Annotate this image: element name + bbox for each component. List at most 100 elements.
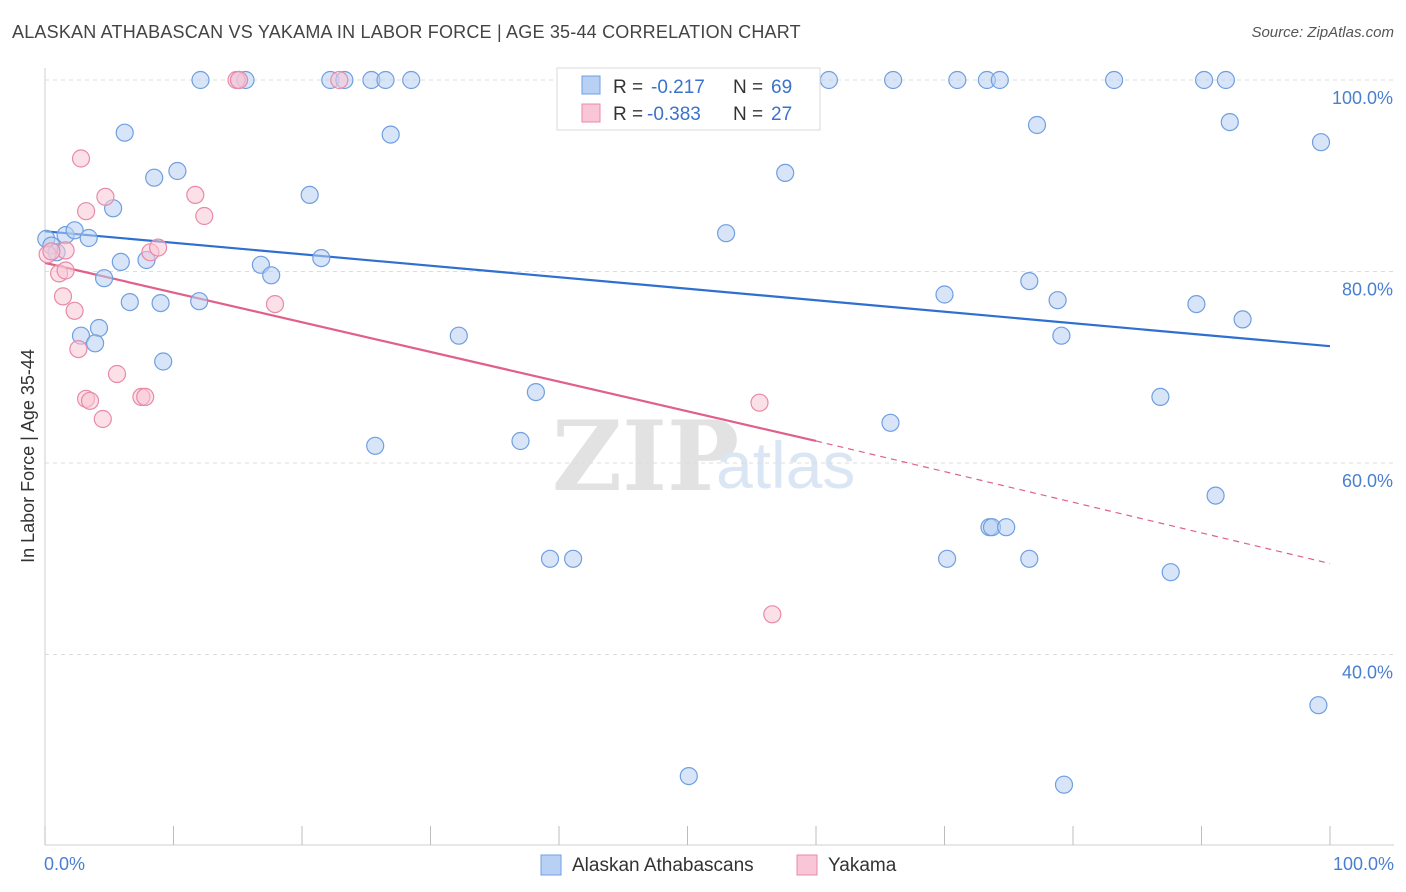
point-athabascan-55 bbox=[1052, 326, 1071, 345]
point-yakama-14 bbox=[53, 287, 73, 306]
point-athabascan-5 bbox=[79, 228, 98, 248]
point-athabascan-40 bbox=[776, 163, 795, 182]
data-points bbox=[37, 70, 1331, 794]
watermark-zip: ZIP bbox=[552, 400, 739, 513]
point-athabascan-31 bbox=[85, 334, 105, 353]
point-athabascan-7 bbox=[115, 123, 134, 142]
point-yakama-25 bbox=[763, 605, 782, 624]
point-athabascan-52 bbox=[935, 285, 954, 304]
point-athabascan-58 bbox=[1151, 387, 1170, 406]
point-athabascan-67 bbox=[1309, 696, 1328, 715]
point-athabascan-43 bbox=[948, 70, 967, 90]
point-athabascan-37 bbox=[540, 549, 560, 568]
legend-n-label-1: N = bbox=[733, 77, 763, 98]
trend-line-athabascan bbox=[44, 230, 1331, 348]
point-athabascan-53 bbox=[1020, 272, 1039, 291]
point-athabascan-20 bbox=[312, 249, 331, 268]
point-athabascan-36 bbox=[366, 436, 385, 455]
point-yakama-22 bbox=[136, 387, 155, 406]
point-athabascan-17 bbox=[402, 70, 421, 90]
legend-n-value-2: 27 bbox=[771, 104, 792, 125]
point-athabascan-38 bbox=[563, 549, 583, 568]
point-athabascan-39 bbox=[716, 224, 736, 243]
point-athabascan-50 bbox=[1220, 112, 1239, 132]
bottom-legend-label-blue: Alaskan Athabascans bbox=[572, 855, 754, 876]
watermark-atlas: atlas bbox=[716, 428, 855, 502]
y-axis-label: In Labor Force | Age 35-44 bbox=[18, 349, 38, 563]
point-yakama-1 bbox=[229, 70, 249, 90]
bottom-legend-swatch-blue bbox=[540, 854, 562, 876]
legend-n-label-2: N = bbox=[733, 104, 763, 125]
chart-title: ALASKAN ATHABASCAN VS YAKAMA IN LABOR FO… bbox=[12, 22, 801, 42]
point-athabascan-8 bbox=[145, 168, 164, 187]
y-tick-label-100: 100.0% bbox=[1332, 88, 1393, 108]
y-tick-labels: 40.0% 60.0% 80.0% 100.0% bbox=[1332, 88, 1393, 683]
point-athabascan-56 bbox=[1187, 295, 1206, 314]
point-athabascan-47 bbox=[1194, 70, 1214, 90]
point-athabascan-18 bbox=[381, 125, 400, 144]
point-yakama-26 bbox=[42, 242, 61, 261]
point-athabascan-28 bbox=[190, 292, 209, 311]
point-yakama-23 bbox=[93, 409, 112, 429]
point-athabascan-46 bbox=[1104, 70, 1124, 90]
point-athabascan-35 bbox=[511, 431, 530, 451]
y-tick-label-80: 80.0% bbox=[1342, 280, 1393, 300]
legend-r-value-1: -0.217 bbox=[651, 77, 705, 98]
point-athabascan-63 bbox=[937, 549, 957, 568]
legend-swatch-pink bbox=[581, 103, 601, 123]
point-athabascan-27 bbox=[151, 294, 170, 313]
point-athabascan-4 bbox=[65, 221, 84, 240]
point-athabascan-29 bbox=[89, 318, 109, 338]
legend-r-label-2: R = bbox=[613, 104, 643, 125]
point-athabascan-26 bbox=[120, 293, 139, 312]
point-athabascan-51 bbox=[1311, 133, 1331, 152]
bottom-legend-swatch-pink bbox=[796, 854, 818, 876]
point-athabascan-9 bbox=[168, 161, 187, 181]
point-athabascan-54 bbox=[1048, 291, 1067, 310]
legend-n-value-1: 69 bbox=[771, 77, 792, 98]
point-athabascan-68 bbox=[679, 766, 698, 786]
legend-r-label-1: R = bbox=[613, 77, 643, 98]
y-tick-label-60: 60.0% bbox=[1342, 471, 1393, 491]
point-athabascan-33 bbox=[449, 326, 468, 345]
point-athabascan-57 bbox=[1233, 310, 1252, 329]
point-yakama-3 bbox=[71, 149, 91, 168]
point-yakama-18 bbox=[107, 364, 127, 384]
point-athabascan-49 bbox=[1027, 115, 1047, 135]
point-athabascan-32 bbox=[154, 352, 173, 371]
point-athabascan-48 bbox=[1216, 70, 1236, 90]
point-athabascan-19 bbox=[300, 185, 319, 204]
legend-box: R = -0.217 N = 69 R = -0.383 N = 27 bbox=[556, 67, 821, 131]
grid-lines bbox=[45, 79, 1394, 655]
point-athabascan-65 bbox=[1206, 486, 1225, 505]
trend-lines bbox=[44, 230, 1331, 565]
legend-r-value-2: -0.383 bbox=[647, 104, 701, 125]
point-athabascan-64 bbox=[1020, 549, 1039, 568]
point-athabascan-59 bbox=[881, 413, 900, 432]
point-athabascan-45 bbox=[990, 70, 1009, 90]
point-yakama-24 bbox=[750, 393, 769, 412]
point-athabascan-41 bbox=[819, 70, 839, 90]
point-yakama-17 bbox=[265, 295, 285, 314]
point-yakama-11 bbox=[149, 238, 168, 257]
point-athabascan-66 bbox=[1161, 563, 1180, 582]
point-athabascan-62 bbox=[997, 518, 1016, 537]
legend-swatch-blue bbox=[581, 75, 601, 95]
source-credit: Source: ZipAtlas.com bbox=[1251, 24, 1394, 41]
point-yakama-5 bbox=[96, 187, 115, 206]
y-tick-label-40: 40.0% bbox=[1342, 663, 1393, 683]
point-yakama-16 bbox=[69, 340, 88, 359]
trend-line-yakama-extension bbox=[815, 440, 1331, 565]
bottom-legend: Alaskan Athabascans Yakama bbox=[540, 854, 897, 876]
point-athabascan-22 bbox=[262, 266, 281, 285]
point-yakama-20 bbox=[80, 391, 100, 410]
point-athabascan-10 bbox=[191, 70, 210, 90]
watermark: ZIP atlas bbox=[552, 400, 855, 513]
trend-line-yakama bbox=[44, 261, 817, 443]
axes bbox=[44, 68, 1394, 846]
point-yakama-6 bbox=[186, 185, 205, 204]
point-athabascan-16 bbox=[376, 70, 395, 90]
point-athabascan-69 bbox=[1054, 775, 1074, 794]
point-athabascan-42 bbox=[883, 70, 903, 90]
